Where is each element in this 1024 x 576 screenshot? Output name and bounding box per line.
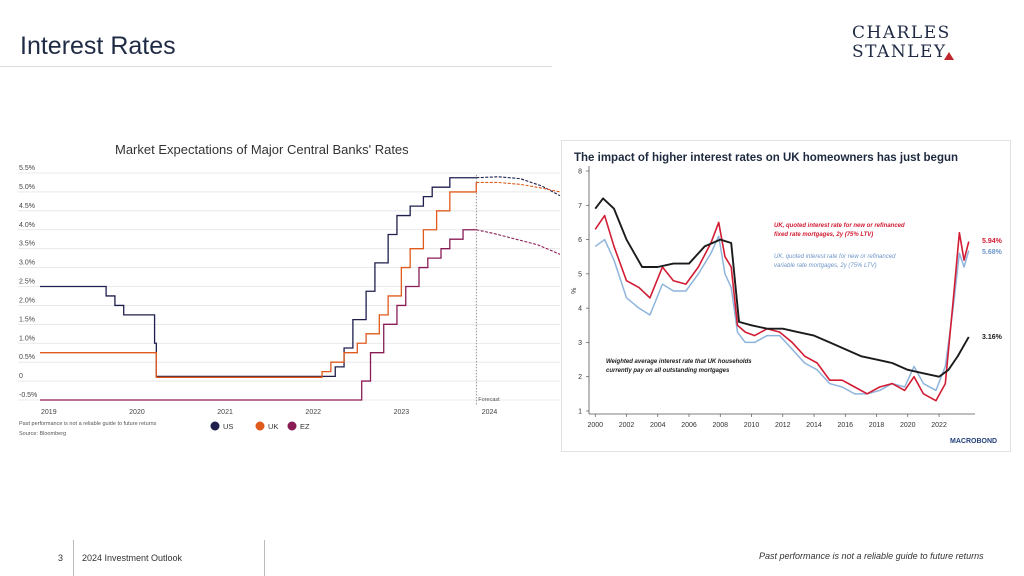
y-tick-label: 6 [578,237,582,244]
central-banks-rates-chart: Market Expectations of Major Central Ban… [18,142,561,437]
x-tick-label: 2019 [41,409,57,416]
footer-divider [73,540,74,576]
series-line-average [594,197,970,378]
legend-marker-ez [287,421,297,431]
x-tick-label: 2024 [482,409,498,416]
footer-label: 2024 Investment Outlook [82,553,183,563]
annotation-average-rate: Weighted average interest rate that UK h… [606,359,752,374]
y-tick-label: 5.5% [19,165,35,172]
x-tick-label: 2022 [305,409,321,416]
x-tick-label: 2000 [587,422,603,429]
annotation-line: UK, quoted interest rate for new or refi… [774,223,905,229]
annotation-fixed-rate: UK, quoted interest rate for new or refi… [774,223,905,238]
series-line-variable [594,235,970,395]
chart-footnote: Past performance is not a reliable guide… [19,421,157,427]
end-label-fixed: 5.94% [982,238,1003,245]
series-line-us [40,177,477,378]
footer-divider-2 [264,540,265,576]
chart-title: The impact of higher interest rates on U… [574,152,958,164]
x-tick-label: 2010 [744,422,760,429]
slide-title: Interest Rates [20,32,176,60]
title-divider [0,66,552,67]
logo-line-2: STANLEY [852,42,947,62]
x-tick-label: 2006 [681,422,697,429]
legend-marker-uk [255,421,265,431]
x-tick-label: 2020 [900,422,916,429]
series-line-uk [40,182,477,378]
chart-source: Source: Bloomberg [19,431,66,437]
y-tick-label: 4 [578,306,582,313]
series-line-fixed [594,214,970,402]
logo-line-1: CHARLES [852,23,951,43]
charles-stanley-logo: CHARLES STANLEY [852,24,962,64]
annotation-line: variable rate mortgages, 2y (75% LTV) [774,263,877,269]
brand-label: MACROBOND [950,438,997,445]
x-tick-label: 2018 [869,422,885,429]
y-tick-label: 3.0% [19,260,35,267]
uk-mortgage-rates-chart: The impact of higher interest rates on U… [561,140,1011,452]
annotation-line: Weighted average interest rate that UK h… [606,359,752,365]
forecast-label: Forecast [478,397,500,403]
y-tick-label: 0.5% [19,354,35,361]
end-label-variable: 5.68% [982,249,1003,256]
y-tick-label: 3 [578,340,582,347]
legend-label-uk: UK [268,422,278,431]
y-tick-label: 2 [578,374,582,381]
legend-marker-us [210,421,220,431]
x-tick-label: 2014 [806,422,822,429]
y-tick-label: 4.5% [19,203,35,210]
y-tick-label: 1 [578,409,582,416]
x-tick-label: 2022 [931,422,947,429]
series-line-ez [40,229,477,401]
forecast-series-ez [476,229,561,255]
x-tick-label: 2020 [129,409,145,416]
y-tick-label: 2.5% [19,279,35,286]
legend-label-ez: EZ [300,422,310,431]
chart-title: Market Expectations of Major Central Ban… [115,142,409,157]
x-tick-label: 2012 [775,422,791,429]
y-tick-label: 0 [19,373,23,380]
forecast-series-us [476,176,561,197]
footer-disclaimer: Past performance is not a reliable guide… [759,551,984,561]
x-tick-label: 2008 [712,422,728,429]
y-tick-label: 5.0% [19,184,35,191]
annotation-variable-rate: UK, quoted interest rate for new or refi… [774,254,896,269]
y-tick-label: -0.5% [19,392,37,399]
annotation-line: fixed rate mortgages, 2y (75% LTV) [774,232,873,238]
page-number: 3 [58,553,64,563]
x-tick-label: 2023 [394,409,410,416]
x-tick-label: 2002 [619,422,635,429]
x-tick-label: 2021 [217,409,233,416]
y-tick-label: 1.0% [19,335,35,342]
y-axis-label: % [569,288,576,294]
y-tick-label: 2.0% [19,297,35,304]
annotation-line: currently pay on all outstanding mortgag… [606,368,730,374]
logo-triangle-icon [944,52,954,60]
annotation-line: UK, quoted interest rate for new or refi… [774,254,896,260]
x-tick-label: 2016 [838,422,854,429]
forecast-series-uk [476,181,561,193]
end-label-average: 3.16% [982,334,1003,341]
y-tick-label: 3.5% [19,241,35,248]
y-tick-label: 4.0% [19,222,35,229]
x-tick-label: 2004 [650,422,666,429]
y-tick-label: 7 [578,203,582,210]
legend-label-us: US [223,422,233,431]
y-tick-label: 8 [578,169,582,176]
y-tick-label: 5 [578,271,582,278]
y-tick-label: 1.5% [19,316,35,323]
